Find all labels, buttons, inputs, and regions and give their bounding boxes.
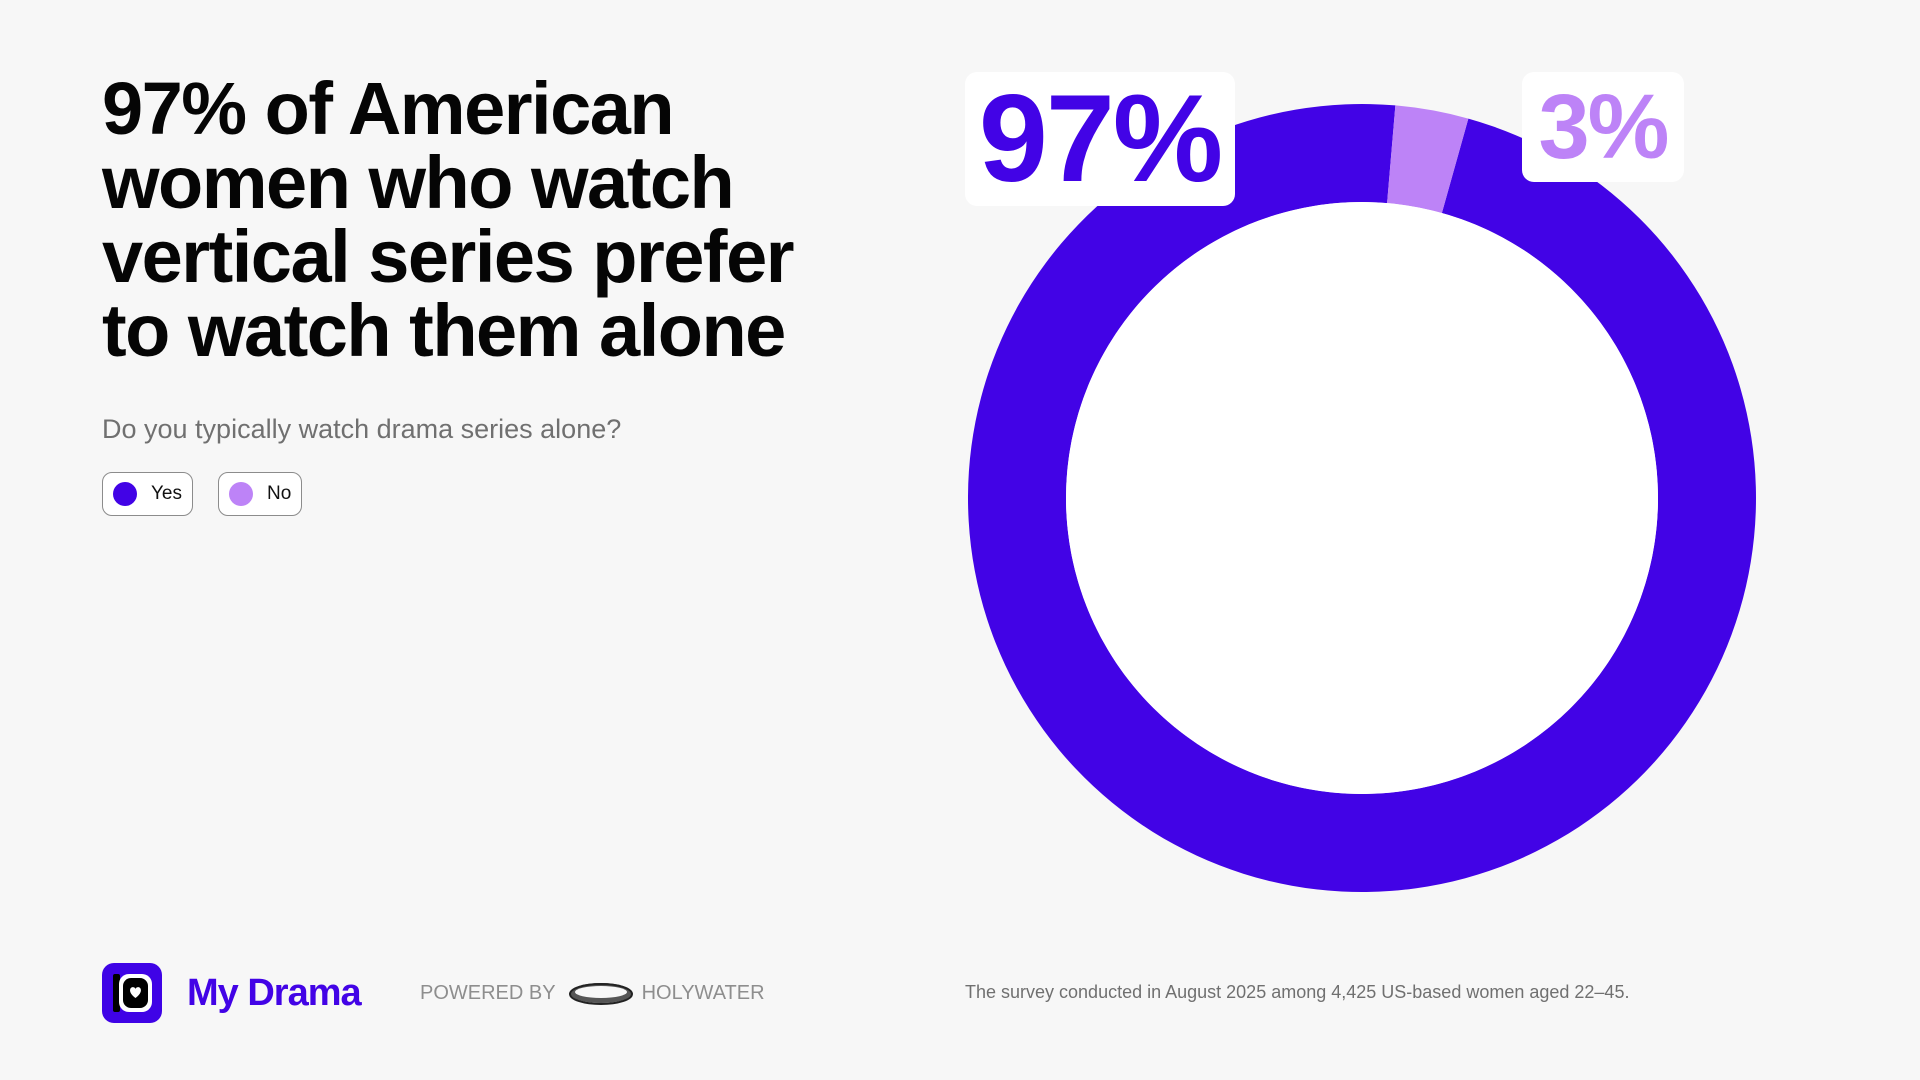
app-icon <box>102 963 162 1023</box>
partner-name: HOLYWATER <box>641 981 765 1004</box>
brand-name: My Drama <box>187 971 362 1014</box>
headline: 97% of American women who watch vertical… <box>102 67 795 372</box>
donut-slice-no <box>1387 105 1469 213</box>
powered-by: POWERED BY HOLYWATER <box>420 980 765 1006</box>
app-logo-icon <box>113 974 152 1012</box>
legend-item-no[interactable]: No <box>218 472 303 516</box>
donut-slice-yes <box>968 104 1756 893</box>
legend-label-no: No <box>267 483 292 504</box>
donut-hole <box>1066 202 1658 794</box>
powered-by-label: POWERED BY <box>420 981 556 1004</box>
survey-question: Do you typically watch drama series alon… <box>102 414 622 444</box>
data-label-yes: 97% <box>965 70 1235 208</box>
data-label-no: 3% <box>1522 72 1684 182</box>
legend-label-yes: Yes <box>151 483 182 504</box>
chart-legend: Yes No <box>102 472 303 516</box>
legend-item-yes[interactable]: Yes <box>102 472 193 516</box>
brand-logo: My Drama <box>102 963 362 1023</box>
legend-swatch-no <box>229 482 253 506</box>
survey-footnote: The survey conducted in August 2025 amon… <box>965 982 1630 1002</box>
holywater-logo-icon <box>568 983 633 1005</box>
legend-swatch-yes <box>113 482 137 506</box>
